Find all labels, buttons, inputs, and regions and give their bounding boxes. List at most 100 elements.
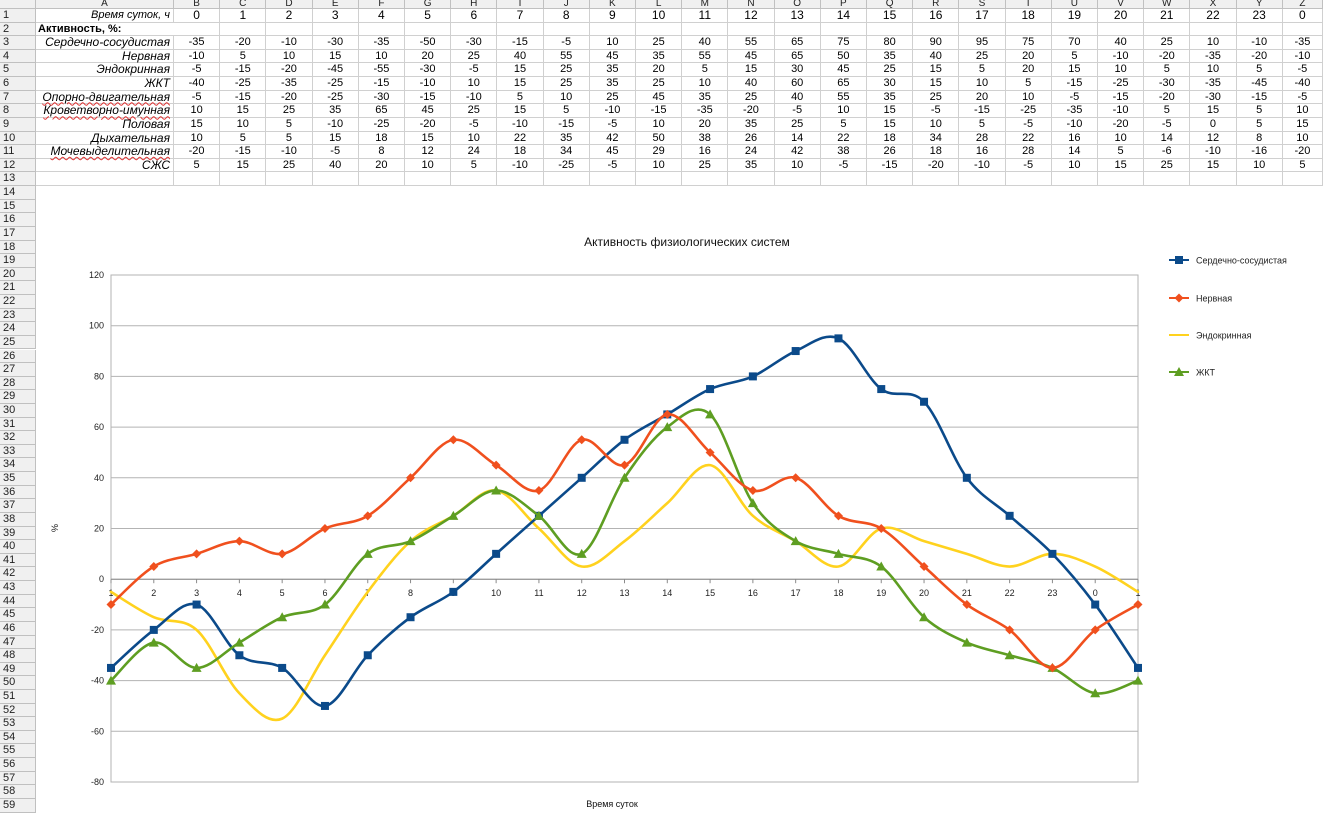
cell-value[interactable]: 18: [358, 131, 405, 146]
cell-value[interactable]: 45: [636, 90, 683, 105]
cell-empty[interactable]: [497, 22, 544, 37]
cell-empty[interactable]: [1144, 22, 1191, 37]
cell-value[interactable]: -30: [405, 63, 452, 78]
cell-value[interactable]: -15: [1236, 90, 1283, 105]
cell-value[interactable]: -5: [451, 63, 498, 78]
cell-empty[interactable]: [820, 22, 867, 37]
cell-value[interactable]: 35: [589, 77, 636, 91]
cell-empty[interactable]: [959, 172, 1006, 187]
cell-value[interactable]: -15: [358, 77, 405, 91]
cell-empty[interactable]: [774, 22, 821, 37]
cell-hour[interactable]: 18: [1005, 9, 1052, 23]
cell-value[interactable]: 15: [1190, 158, 1237, 173]
cell-value[interactable]: 25: [774, 117, 821, 132]
cell-value[interactable]: 35: [728, 158, 775, 173]
cell-value[interactable]: -10: [1098, 49, 1145, 64]
cell-hour[interactable]: 9: [589, 9, 636, 23]
cell-value[interactable]: 15: [1098, 158, 1145, 173]
cell-value[interactable]: 15: [497, 104, 544, 118]
cell-value[interactable]: 80: [867, 36, 914, 50]
cell-value[interactable]: 5: [1236, 117, 1283, 132]
row-header-59[interactable]: 59: [0, 798, 36, 813]
cell-value[interactable]: 22: [497, 131, 544, 146]
cell-value[interactable]: -10: [589, 104, 636, 118]
cell-value[interactable]: -30: [1190, 90, 1237, 105]
cell-value[interactable]: 50: [820, 49, 867, 64]
cell-empty[interactable]: [636, 172, 683, 187]
row-header-14[interactable]: 14: [0, 186, 36, 200]
cell-value[interactable]: -10: [1098, 104, 1145, 118]
cell-hour[interactable]: 0: [1282, 9, 1323, 23]
cell-system-name[interactable]: Опорно-двигательная: [36, 90, 174, 105]
cell-value[interactable]: 40: [1098, 36, 1145, 50]
cell-hour[interactable]: 7: [497, 9, 544, 23]
column-header-O[interactable]: O: [774, 0, 821, 9]
row-header-17[interactable]: 17: [0, 226, 36, 241]
cell-value[interactable]: -55: [358, 63, 405, 78]
cell-hour[interactable]: 22: [1190, 9, 1237, 23]
cell-system-name[interactable]: Половая: [36, 118, 174, 132]
row-header-28[interactable]: 28: [0, 376, 36, 391]
cell-value[interactable]: -20: [220, 36, 267, 50]
cell-value[interactable]: 90: [913, 36, 960, 50]
cell-empty[interactable]: [312, 172, 359, 187]
column-header-K[interactable]: K: [589, 0, 636, 9]
cell-value[interactable]: -40: [1282, 77, 1323, 91]
cell-value[interactable]: -35: [174, 36, 221, 50]
cell-value[interactable]: 16: [1051, 131, 1098, 146]
cell-value[interactable]: 5: [820, 117, 867, 132]
cell-value[interactable]: -15: [959, 104, 1006, 118]
cell-value[interactable]: 38: [820, 145, 867, 159]
column-header-U[interactable]: U: [1051, 0, 1098, 9]
row-header-32[interactable]: 32: [0, 431, 36, 445]
cell-empty[interactable]: [312, 22, 359, 37]
column-header-W[interactable]: W: [1144, 0, 1191, 9]
cell-value[interactable]: -10: [451, 90, 498, 105]
cell-value[interactable]: 75: [1005, 36, 1052, 50]
cell-empty[interactable]: [1005, 172, 1052, 187]
cell-value[interactable]: 18: [497, 145, 544, 159]
cell-value[interactable]: 20: [959, 90, 1006, 105]
cell-value[interactable]: 38: [682, 131, 729, 146]
cell-empty[interactable]: [682, 22, 729, 37]
cell-empty[interactable]: [266, 22, 313, 37]
cell-value[interactable]: -25: [1098, 77, 1145, 91]
row-header-4[interactable]: 4: [0, 49, 36, 64]
cell-value[interactable]: -5: [543, 36, 590, 50]
cell-value[interactable]: 25: [266, 104, 313, 118]
cell-hour[interactable]: 13: [774, 9, 821, 23]
cell-value[interactable]: 25: [867, 63, 914, 78]
cell-value[interactable]: 10: [774, 158, 821, 173]
row-header-56[interactable]: 56: [0, 758, 36, 772]
cell-value[interactable]: -30: [451, 36, 498, 50]
row-header-50[interactable]: 50: [0, 676, 36, 690]
column-header-B[interactable]: B: [174, 0, 221, 9]
row-header-25[interactable]: 25: [0, 335, 36, 350]
cell-value[interactable]: 30: [867, 77, 914, 91]
row-header-58[interactable]: 58: [0, 785, 36, 799]
cell-value[interactable]: 55: [682, 49, 729, 64]
cell-empty[interactable]: [174, 22, 221, 37]
cell-value[interactable]: -5: [1005, 117, 1052, 132]
column-header-I[interactable]: I: [497, 0, 544, 9]
column-header-R[interactable]: R: [913, 0, 960, 9]
row-header-49[interactable]: 49: [0, 662, 36, 677]
cell-value[interactable]: 5: [959, 63, 1006, 78]
cell-value[interactable]: 75: [820, 36, 867, 50]
row-header-13[interactable]: 13: [0, 172, 36, 187]
cell-value[interactable]: 55: [820, 90, 867, 105]
cell-empty[interactable]: [820, 172, 867, 187]
cell-value[interactable]: 10: [451, 77, 498, 91]
cell-system-name[interactable]: Эндокринная: [36, 63, 174, 78]
cell-value[interactable]: 45: [589, 145, 636, 159]
cell-value[interactable]: 15: [497, 63, 544, 78]
cell-value[interactable]: -5: [820, 158, 867, 173]
cell-value[interactable]: -20: [913, 158, 960, 173]
cell-value[interactable]: 5: [543, 104, 590, 118]
row-header-1[interactable]: 1: [0, 9, 36, 23]
row-header-20[interactable]: 20: [0, 267, 36, 282]
cell-empty[interactable]: [1282, 22, 1323, 37]
cell-value[interactable]: 16: [959, 145, 1006, 159]
cell-value[interactable]: -5: [1282, 63, 1323, 78]
cell-value[interactable]: -5: [589, 117, 636, 132]
